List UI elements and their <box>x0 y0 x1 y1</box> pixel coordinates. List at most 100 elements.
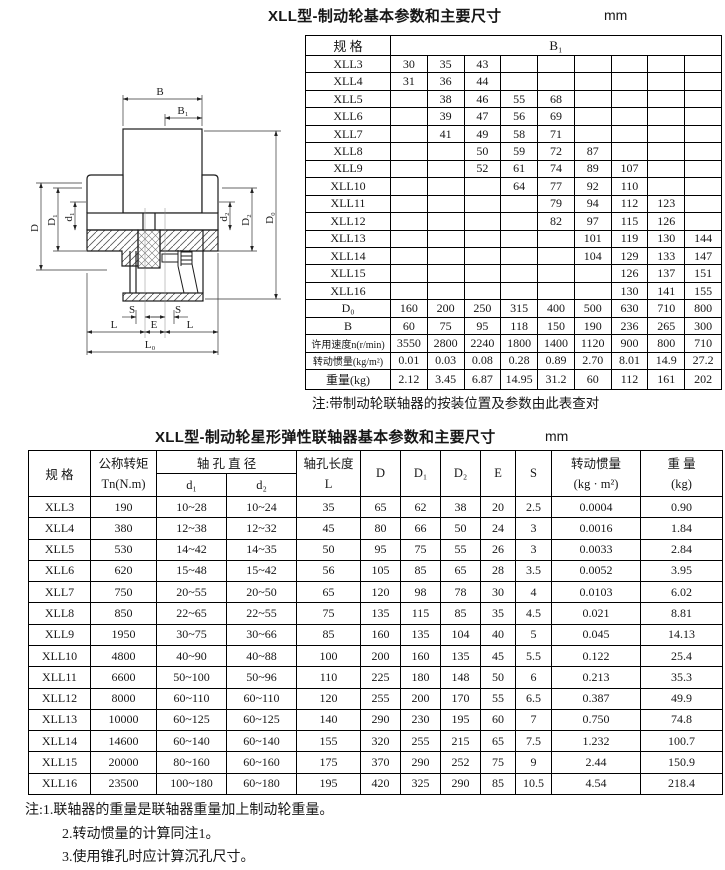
cell: 1950 <box>90 623 157 646</box>
cell: 65 <box>360 495 402 519</box>
cell: 22~65 <box>156 602 227 625</box>
cell: 2.12 <box>390 369 428 390</box>
cell: 47 <box>463 107 502 126</box>
cell: 135 <box>360 602 402 625</box>
cell: 52 <box>463 159 502 179</box>
cell: 265 <box>647 316 686 336</box>
cell: 750 <box>90 581 157 604</box>
row-label: XLL16 <box>305 281 391 301</box>
table-row: XLL4 31 36 44 <box>305 72 722 91</box>
dim-label-L-right: L <box>187 319 194 331</box>
cell <box>573 107 612 126</box>
cell <box>573 72 612 91</box>
cell <box>426 264 465 283</box>
cell <box>426 246 465 266</box>
cell: 22~55 <box>225 602 298 625</box>
cell: 300 <box>684 316 722 336</box>
cell <box>684 107 722 126</box>
cell: 49.9 <box>640 687 724 710</box>
dim-label-d2: d₂ <box>218 212 230 222</box>
cell <box>573 54 612 74</box>
cell: 14.95 <box>500 369 539 390</box>
cell <box>463 177 502 196</box>
cell <box>537 264 575 283</box>
dim-label-D2: D₂ <box>240 214 252 226</box>
cell <box>463 229 502 248</box>
cell: 12~32 <box>225 517 298 540</box>
cell: 60~110 <box>225 687 298 710</box>
cell: 35 <box>480 602 517 625</box>
cell <box>463 281 502 301</box>
coupling-body <box>86 128 219 302</box>
cell: 65 <box>440 559 482 583</box>
footnote-2: 2.转动惯量的计算同注1。 <box>62 826 220 842</box>
cell: 150.9 <box>640 751 724 774</box>
table2-header-d1: d₁ <box>156 473 227 497</box>
cell: 0.021 <box>551 602 642 625</box>
cell: 200 <box>360 644 402 668</box>
row-label: XLL10 <box>28 644 91 668</box>
row-label: XLL8 <box>305 142 391 161</box>
table-row: XLL13 10000 60~125 60~125 140 290 230 195 60 7 0.7… <box>28 708 724 732</box>
cell: 50 <box>463 142 502 161</box>
cell: 20 <box>480 495 517 519</box>
torque-label-line1: 公称转矩 <box>98 456 149 471</box>
weight-label-line2: (kg) <box>671 476 692 491</box>
table1-header-spec: 规 格 <box>305 35 391 56</box>
cell: 59 <box>500 142 539 161</box>
inertia-label-line1: 转动惯量 <box>571 456 622 471</box>
dim-label-L0: L₀ <box>145 339 156 351</box>
cell: 0.122 <box>551 644 642 668</box>
table2-header-D: D <box>360 450 402 497</box>
cell: 3.5 <box>515 559 553 583</box>
cell: 370 <box>360 751 402 774</box>
row-label: XLL14 <box>28 730 91 753</box>
cell <box>390 212 428 231</box>
cell: 40 <box>480 623 517 646</box>
cell <box>426 177 465 196</box>
cell: 3550 <box>390 334 428 353</box>
cell: 58 <box>500 124 539 144</box>
cell: 110 <box>296 666 362 689</box>
dim-label-D0: D₀ <box>264 212 276 224</box>
cell: 40~90 <box>156 644 227 668</box>
cell: 2800 <box>426 334 465 353</box>
dimension-labels: B B₁ D D₁ d₁ d₂ D₂ D₀ S S L E L L₀ <box>29 86 276 351</box>
cell: 66 <box>400 517 442 540</box>
row-label: 许用速度n(r/min) <box>305 334 391 353</box>
cell: 41 <box>426 124 465 144</box>
cell <box>390 107 428 126</box>
cell: 85 <box>480 772 517 796</box>
table-row: XLL5 38 46 55 68 <box>305 89 722 109</box>
cell <box>684 159 722 179</box>
dim-label-E: E <box>151 319 158 331</box>
cell: 6600 <box>90 666 157 689</box>
cell: 30 <box>480 581 517 604</box>
cell: 60 <box>390 316 428 336</box>
cell: 75 <box>426 316 465 336</box>
table-row: XLL4 380 12~38 12~32 45 80 66 50 24 3 0.0016 1.84 <box>28 517 724 540</box>
cell: 325 <box>400 772 442 796</box>
cell: 800 <box>647 334 686 353</box>
row-label: B <box>305 316 391 336</box>
table-row: 转动惯量(kg/m²) 0.01 0.03 0.08 0.28 0.89 2.70 8.01 1… <box>305 351 722 371</box>
cell: 0.750 <box>551 708 642 732</box>
table-row: XLL9 52 61 74 89 107 <box>305 159 722 179</box>
cell: 14.9 <box>647 351 686 371</box>
cell: 100~180 <box>156 772 227 796</box>
cell <box>647 89 686 109</box>
cell <box>610 107 649 126</box>
cell: 112 <box>610 194 649 214</box>
cell: 195 <box>440 708 482 732</box>
cell: 180 <box>400 666 442 689</box>
cell: 107 <box>610 159 649 179</box>
table-row: XLL8 50 59 72 87 <box>305 142 722 161</box>
dim-label-L-left: L <box>111 319 118 331</box>
cell <box>647 124 686 144</box>
row-label: XLL15 <box>305 264 391 283</box>
cell <box>573 89 612 109</box>
cell <box>684 177 722 196</box>
table1-title: XLL型-制动轮基本参数和主要尺寸 <box>268 8 502 25</box>
cell: 95 <box>463 316 502 336</box>
cell <box>684 212 722 231</box>
